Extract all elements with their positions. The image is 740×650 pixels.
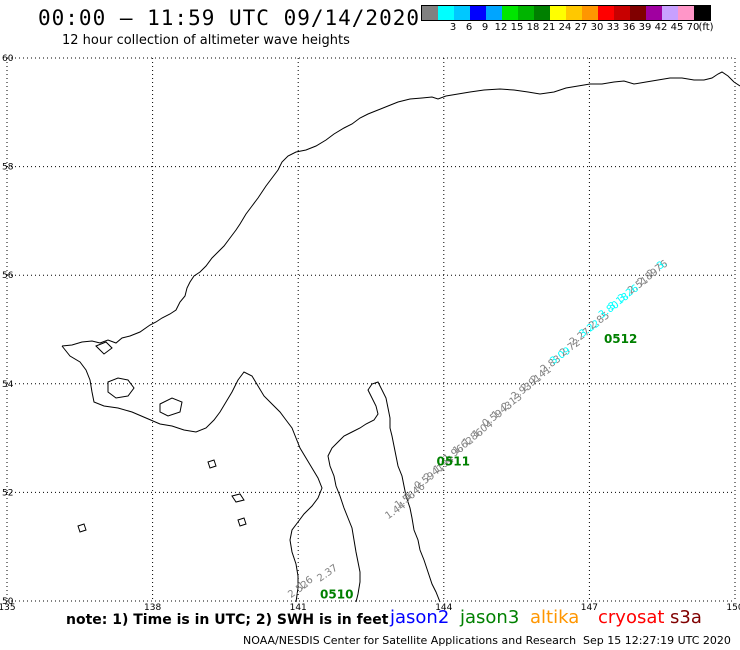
swh-value: 2.37 (315, 563, 340, 585)
track-time-labels: 0510 0511 0512 (320, 332, 637, 601)
lat-tick-label: 56 (2, 271, 14, 281)
legend-label: 3 (449, 22, 457, 33)
lat-tick-label: 54 (2, 380, 14, 390)
legend-label: 12 (494, 22, 508, 33)
lon-tick-label: 144 (435, 603, 452, 613)
lat-lon-grid (6, 57, 736, 602)
track-time-label: 0511 (437, 454, 470, 468)
legend-label: 36 (622, 22, 636, 33)
small-islands (77, 459, 247, 533)
legend-swatches (421, 5, 711, 21)
track-time-label: 0510 (320, 587, 353, 601)
lon-tick-label: 138 (144, 603, 161, 613)
shantar-islands (95, 341, 183, 417)
footer-note: note: 1) Time is in UTC; 2) SWH is in fe… (66, 612, 389, 628)
lon-tick-label: 135 (0, 603, 16, 613)
map-title: 00:00 — 11:59 UTC 09/14/2020 (38, 6, 421, 30)
legend-swatch (694, 6, 710, 20)
legend-swatch (598, 6, 614, 20)
legend-swatch (646, 6, 662, 20)
mainland-coastline (61, 71, 740, 347)
satellite-s3a: s3a (670, 607, 702, 628)
legend-label: 9 (481, 22, 489, 33)
lon-tick-label: 150 (726, 603, 740, 613)
satellite-altika: altika (530, 607, 580, 628)
legend-swatch (566, 6, 582, 20)
satellite-jason3: jason3 (460, 607, 520, 628)
legend-label: 33 (606, 22, 620, 33)
credit-text: NOAA/NESDIS Center for Satellite Applica… (243, 634, 577, 647)
legend-swatch (614, 6, 630, 20)
legend-swatch (470, 6, 486, 20)
legend-swatch (422, 6, 438, 20)
legend-label: 6 (465, 22, 473, 33)
legend-swatch (518, 6, 534, 20)
legend-swatch (630, 6, 646, 20)
coastline (61, 71, 740, 603)
legend-swatch (454, 6, 470, 20)
lat-tick-label: 60 (2, 54, 14, 64)
legend-swatch (662, 6, 678, 20)
legend-label: 27 (574, 22, 588, 33)
lon-tick-label: 141 (290, 603, 307, 613)
color-legend: 3 6 9 12 15 18 21 24 27 30 33 36 39 42 45 70 (ft) (421, 5, 714, 33)
legend-label: 15 (510, 22, 524, 33)
track-time-label: 0512 (604, 332, 637, 346)
legend-swatch (438, 6, 454, 20)
legend-labels: 3 6 9 12 15 18 21 24 27 30 33 36 39 42 45 70 (ft) (421, 21, 714, 33)
legend-label: 30 (590, 22, 604, 33)
lon-tick-label: 147 (581, 603, 598, 613)
lat-tick-label: 58 (2, 163, 14, 173)
satellite-cryosat: cryosat (598, 607, 665, 628)
legend-swatch (502, 6, 518, 20)
legend-unit: (ft) (698, 22, 714, 33)
legend-label: 24 (558, 22, 572, 33)
lat-tick-label: 50 (2, 597, 14, 607)
satellite-jason2: jason2 (390, 607, 450, 628)
legend-label: 18 (526, 22, 540, 33)
track-observations: 2.521.6 2.371.441.561.460.592.411.941.961… (286, 258, 670, 601)
legend-label: 21 (542, 22, 556, 33)
lat-tick-label: 52 (2, 488, 13, 498)
legend-swatch (678, 6, 694, 20)
map-subtitle: 12 hour collection of altimeter wave hei… (62, 33, 350, 48)
legend-swatch (486, 6, 502, 20)
legend-swatch (550, 6, 566, 20)
legend-swatch (582, 6, 598, 20)
mainland-southwest-coastline (61, 345, 323, 603)
legend-label: 70 (686, 22, 700, 33)
sakhalin-coastline (327, 381, 441, 603)
legend-label: 45 (670, 22, 684, 33)
legend-label: 42 (654, 22, 668, 33)
legend-swatch (534, 6, 550, 20)
legend-label: 39 (638, 22, 652, 33)
generated-time: Sep 15 12:27:19 UTC 2020 (583, 634, 731, 647)
